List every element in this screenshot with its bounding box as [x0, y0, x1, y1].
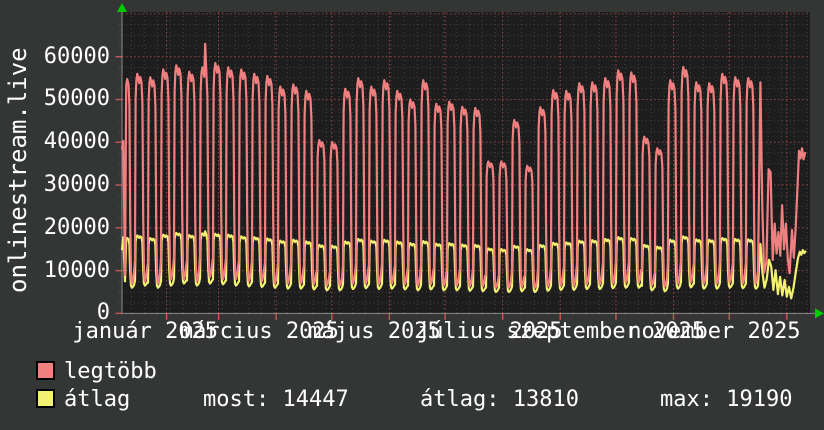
- right-arrow-icon: [815, 308, 824, 319]
- y-tick-label-50000: 50000: [43, 86, 110, 112]
- x-tick-label-3: július 2025: [416, 319, 563, 344]
- y-tick-label-60000: 60000: [43, 43, 110, 69]
- x-tick-label-2: május 2025: [308, 319, 441, 344]
- y-tick-label-40000: 40000: [43, 129, 110, 155]
- y-tick-label-20000: 20000: [43, 214, 110, 240]
- tick-marks: [115, 56, 788, 320]
- x-tick-label-4: szeptember 2025: [506, 319, 706, 344]
- x-tick-label-5: november 2025: [628, 319, 801, 344]
- y-tick-label-30000: 30000: [43, 172, 110, 198]
- y-tick-label-0: 0: [96, 300, 110, 326]
- series-atlag-line: [120, 230, 807, 300]
- x-tick-label-0: január 2025: [72, 319, 219, 344]
- up-arrow-icon: [117, 3, 127, 12]
- x-tick-label-1: március 2025: [179, 319, 339, 344]
- series-legtobb-line: [120, 42, 807, 289]
- y-tick-label-10000: 10000: [43, 257, 110, 283]
